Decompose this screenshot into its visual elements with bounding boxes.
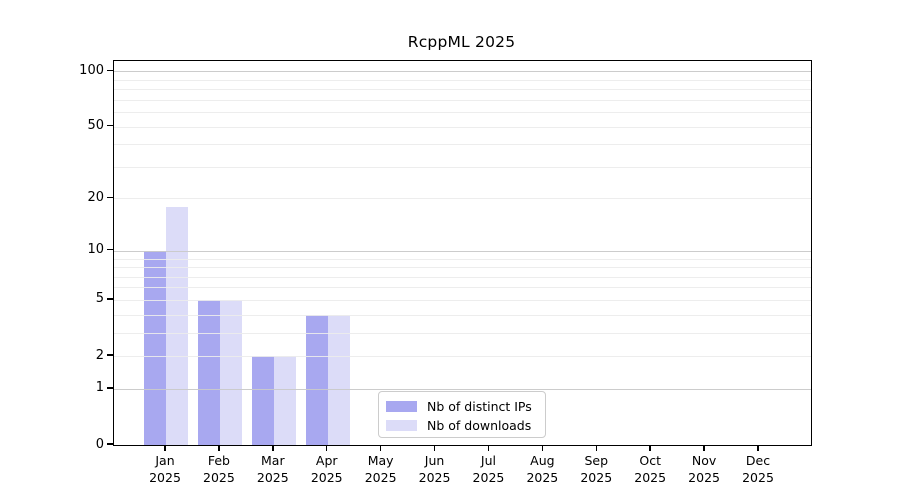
bar-distinct-ips [305, 314, 328, 445]
x-tick-mark [433, 445, 436, 452]
x-tick-label: Nov 2025 [688, 453, 720, 485]
x-tick-mark [703, 445, 705, 452]
y-tick-label: 5 [95, 291, 104, 307]
x-tick-mark [757, 445, 759, 452]
bar-downloads [166, 206, 188, 445]
bar-distinct-ips [251, 356, 274, 445]
bars-layer [114, 61, 811, 445]
x-tick-label: Jun 2025 [418, 453, 451, 485]
x-tick-mark [218, 445, 220, 452]
x-tick-label: Mar 2025 [256, 453, 289, 485]
y-tick-label: 1 [95, 380, 104, 396]
bar-downloads [219, 299, 242, 445]
legend: Nb of distinct IPs Nb of downloads [378, 391, 546, 438]
x-tick-label: Feb 2025 [203, 453, 235, 485]
downloads-swatch [386, 420, 417, 431]
x-tick-mark [487, 445, 490, 452]
bar-distinct-ips [197, 299, 220, 445]
y-tick-mark [107, 69, 113, 71]
y-tick-mark [107, 298, 113, 300]
x-tick-mark [164, 445, 166, 452]
bar-downloads [327, 314, 350, 445]
chart-title: RcppML 2025 [407, 33, 516, 51]
legend-label-distinct-ips: Nb of distinct IPs [427, 399, 532, 414]
y-tick-label: 2 [95, 347, 104, 363]
y-tick-mark [107, 354, 113, 356]
bar-distinct-ips [144, 250, 166, 445]
x-tick-mark [272, 445, 274, 452]
bar-downloads [273, 356, 296, 445]
x-tick-label: Dec 2025 [742, 453, 774, 485]
plot-area: Nb of distinct IPs Nb of downloads [113, 60, 812, 446]
x-tick-label: Oct 2025 [634, 453, 667, 485]
y-tick-mark [107, 196, 113, 199]
y-tick-label: 0 [95, 436, 104, 452]
y-tick-mark [107, 249, 113, 251]
y-tick-label: 100 [79, 62, 104, 78]
y-tick-label: 10 [87, 242, 104, 258]
x-tick-mark [649, 445, 651, 452]
x-tick-mark [326, 445, 328, 452]
x-tick-label: Apr 2025 [310, 453, 343, 485]
distinct-ips-swatch [386, 401, 417, 412]
x-tick-label: Jul 2025 [472, 453, 505, 485]
x-tick-label: Jan 2025 [149, 453, 181, 485]
x-tick-mark [541, 445, 544, 452]
x-tick-label: May 2025 [364, 453, 397, 485]
legend-label-downloads: Nb of downloads [427, 418, 532, 433]
y-tick-mark [107, 124, 113, 127]
y-tick-label: 20 [87, 189, 104, 205]
y-tick-mark [107, 387, 113, 389]
x-tick-label: Sep 2025 [580, 453, 613, 485]
y-tick-mark [107, 443, 113, 445]
x-tick-mark [379, 445, 382, 452]
legend-entry-downloads: Nb of downloads [379, 416, 545, 435]
x-tick-label: Aug 2025 [526, 453, 559, 485]
x-tick-mark [595, 445, 597, 452]
legend-entry-distinct-ips: Nb of distinct IPs [379, 397, 545, 416]
y-tick-label: 50 [87, 118, 104, 134]
